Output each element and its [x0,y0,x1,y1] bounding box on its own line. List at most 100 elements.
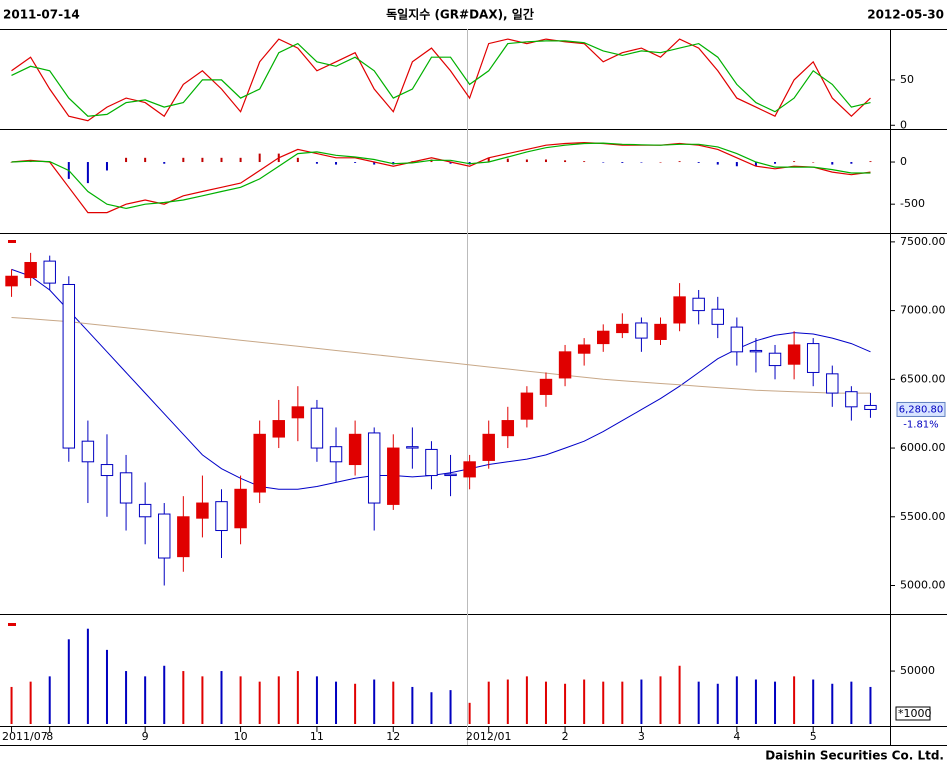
histogram-bar [315,162,318,164]
panel-marker [8,240,16,243]
candle-body [329,446,343,463]
indicator-line [11,142,871,210]
candle-body [138,503,152,518]
histogram-bar [296,157,299,163]
footer: Daishin Securities Co. Ltd. [765,749,944,763]
volume-bar [754,679,757,724]
y-tick-label: 0 [900,155,907,168]
x-tick-label: 12 [386,730,400,743]
candle-body [62,283,76,449]
candle-body [654,323,667,340]
volume-bar [812,679,815,724]
candle-body [43,260,56,284]
volume-bar [659,676,662,724]
histogram-bar [239,157,242,163]
candle-body [291,406,305,419]
candle-body [119,472,133,504]
histogram-bar [506,158,509,163]
histogram-bar [640,162,643,163]
x-tick-label: 3 [638,730,645,743]
candle-body [711,308,724,325]
volume-bar [411,686,414,724]
candle-body [635,322,648,339]
volume-bar [125,671,128,724]
candle-body [367,432,381,504]
candle-body [520,392,534,420]
volume-bar [678,665,681,724]
volume-bar [544,681,547,724]
candle-body [387,447,400,505]
volume-bar [774,681,777,724]
volume-bar [258,681,261,724]
x-tick-label: 4 [733,730,740,743]
volume-bar [602,681,605,724]
histogram-bar [220,157,223,163]
volume-bar [869,686,872,724]
moving-average [11,317,871,394]
histogram-bar [697,162,700,163]
candle-body [558,351,572,379]
x-tick-label: 5 [810,730,817,743]
volume-bar [29,681,32,724]
histogram-bar [525,159,528,163]
x-tick-label: 8 [46,730,53,743]
histogram-bar [621,162,624,163]
candle-body [845,391,858,408]
x-tick-label: 9 [142,730,149,743]
candle-body [177,516,190,558]
x-tick-label: 11 [310,730,324,743]
volume-bar [144,676,147,724]
histogram-bar [105,162,108,171]
volume-bar [697,681,700,724]
volume-bar [430,692,433,724]
y-tick-label: -500 [900,197,925,210]
volume-bar [793,676,796,724]
histogram-bar [258,153,261,163]
volume-bar [735,676,738,724]
candle-body [348,433,362,466]
histogram-bar [602,162,605,163]
candle-body [787,344,801,365]
histogram-bar [583,161,586,163]
candle-body [577,344,591,354]
candle-body [81,440,95,463]
histogram-bar [373,162,376,165]
volume-bar [449,690,452,724]
candle-body [673,296,686,324]
volume-bar [621,681,624,724]
candle-body [501,420,515,437]
x-tick-label: 2012/01 [466,730,512,743]
histogram-bar [716,162,719,165]
histogram-bar [869,161,872,163]
candle-body [406,446,419,449]
histogram-bar [449,162,452,164]
volume-bar [296,671,299,724]
histogram-bar [735,162,738,167]
y-tick-label: 6500.00 [900,372,946,385]
candle-body [5,275,18,287]
panel-marker [8,623,16,626]
candle-body [539,378,553,395]
y-tick-label: 6000.00 [900,441,946,454]
candle-body [215,501,228,532]
candle-body [444,473,457,477]
histogram-bar [564,160,567,163]
volume-bar [277,676,280,724]
histogram-bar [793,161,796,163]
candle-body [100,464,114,477]
volume-bar [182,671,185,724]
histogram-bar [144,157,147,163]
volume-bar [373,679,376,724]
volume-bar [220,671,223,724]
volume-bar [48,676,51,724]
candle-body [234,488,247,529]
volume-bar [201,676,204,724]
volume-bar [640,679,643,724]
histogram-bar [754,162,757,167]
histogram-bar [659,162,662,163]
volume-bar [506,679,509,724]
volume-bar [525,676,528,724]
moving-average [11,268,871,490]
volume-bar [335,681,338,724]
volume-bar [564,683,567,724]
